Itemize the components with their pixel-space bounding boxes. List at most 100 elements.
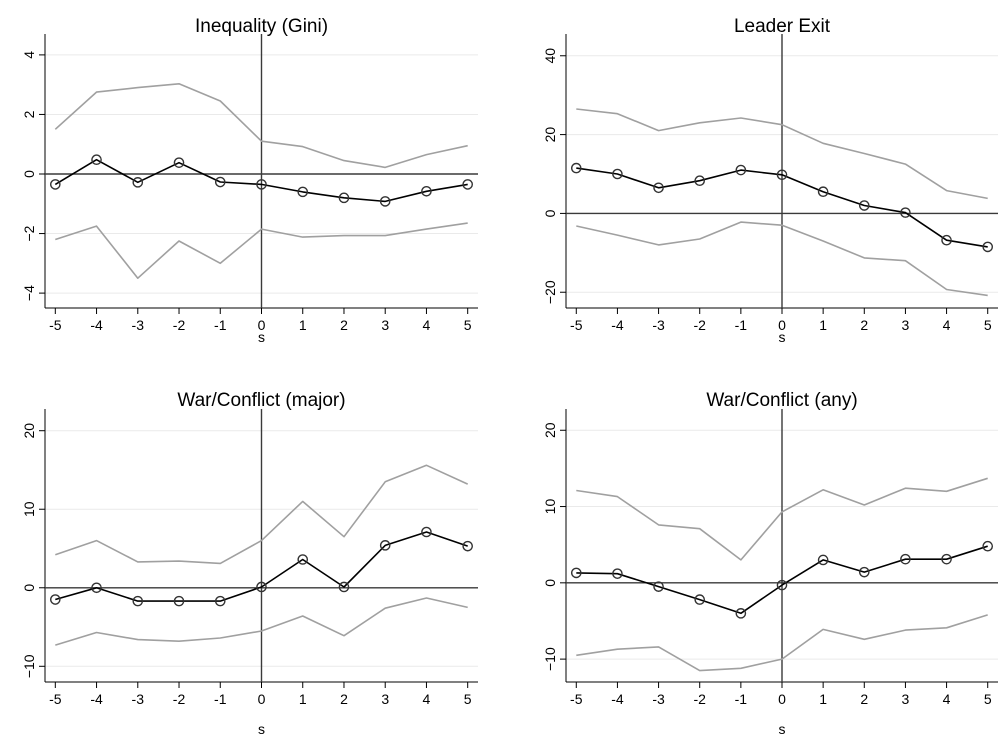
x-tick-label: 3 <box>381 317 389 333</box>
data-point <box>91 582 102 594</box>
data-point <box>132 595 144 607</box>
panel-2: Leader Exit −20 0 20 40 -5 -4 -3 -2 -1 0 1 2 3 4 5 s <box>542 16 998 345</box>
data-point <box>694 175 706 186</box>
chart-title: Leader Exit <box>734 16 831 37</box>
x-tick-label: -4 <box>611 317 624 333</box>
data-point <box>297 186 309 198</box>
x-tick-label: -3 <box>132 317 145 333</box>
series-line-upper <box>576 477 988 561</box>
y-tick-label: 0 <box>542 209 558 217</box>
x-axis-label: s <box>258 721 265 737</box>
series-line-estimate <box>576 545 988 615</box>
chart-title: War/Conflict (any) <box>706 390 857 411</box>
x-tick-label: 1 <box>819 691 827 707</box>
data-point <box>941 553 952 565</box>
y-tick-label: 10 <box>21 501 37 517</box>
data-point <box>462 540 473 552</box>
x-axis-label: s <box>779 329 786 345</box>
y-tick-label: 0 <box>542 579 558 587</box>
x-tick-label: -1 <box>214 317 227 333</box>
data-point <box>214 176 226 188</box>
data-point <box>858 200 870 211</box>
panel-3: War/Conflict (major) −10 0 10 20 -5 -4 -3 -2 -1 0 1… <box>21 390 478 737</box>
data-point <box>694 594 706 605</box>
x-tick-label: -5 <box>49 317 62 333</box>
x-tick-label: -3 <box>652 691 665 707</box>
data-point <box>900 207 911 218</box>
x-tick-label: 0 <box>778 691 786 707</box>
data-point <box>982 241 994 253</box>
x-tick-label: -1 <box>735 691 748 707</box>
y-tick-label: 20 <box>542 127 558 143</box>
data-point <box>941 234 952 246</box>
data-point <box>338 192 350 204</box>
y-tick-label: 0 <box>21 584 37 592</box>
y-tick-label: 4 <box>21 51 37 59</box>
data-point <box>50 179 61 190</box>
x-tick-label: -1 <box>214 691 227 707</box>
data-point <box>214 595 226 607</box>
data-point <box>421 526 432 538</box>
data-point <box>612 168 623 180</box>
x-tick-label: 5 <box>464 317 472 333</box>
x-tick-label: -4 <box>90 691 103 707</box>
x-tick-label: 2 <box>860 691 868 707</box>
data-point <box>462 179 473 190</box>
data-point <box>817 186 829 198</box>
y-tick-label: 20 <box>542 422 558 438</box>
data-point <box>570 567 582 579</box>
data-point <box>776 169 788 181</box>
data-point <box>379 196 391 207</box>
data-point <box>256 581 267 593</box>
x-tick-label: -2 <box>173 317 186 333</box>
x-tick-label: -5 <box>49 691 62 707</box>
x-tick-label: 1 <box>299 317 307 333</box>
panel-4: War/Conflict (any) −10 0 10 20 -5 -4 -3 -2 -1 0 1 2 3… <box>542 390 998 737</box>
x-tick-label: 1 <box>299 691 307 707</box>
x-tick-label: -4 <box>611 691 624 707</box>
x-tick-label: 5 <box>984 691 992 707</box>
y-tick-label: 40 <box>542 48 558 64</box>
series-line-lower <box>55 597 468 646</box>
series-line-lower <box>576 221 988 297</box>
data-point <box>379 540 391 551</box>
series-line-upper <box>54 83 468 169</box>
data-point <box>570 162 582 174</box>
y-tick-label: −10 <box>542 647 558 671</box>
x-tick-label: -1 <box>735 317 748 333</box>
x-tick-label: 3 <box>902 691 910 707</box>
panel-1: Inequality (Gini) −4 −2 0 2 4 -5 -4 -3 -2 -1 0 1 2 3 4 5… <box>21 16 478 345</box>
series-line-estimate <box>54 158 468 203</box>
x-tick-label: -5 <box>570 691 583 707</box>
data-point <box>858 566 870 578</box>
x-tick-label: -2 <box>693 691 706 707</box>
y-tick-label: 10 <box>542 499 558 515</box>
x-tick-label: 5 <box>464 691 472 707</box>
x-tick-label: -3 <box>652 317 665 333</box>
data-point <box>776 579 788 591</box>
chart-title: War/Conflict (major) <box>177 390 345 411</box>
y-tick-label: −20 <box>542 280 558 304</box>
data-point <box>338 581 350 593</box>
x-tick-label: 0 <box>778 317 786 333</box>
chart-title: Inequality (Gini) <box>195 16 328 37</box>
x-axis-label: s <box>779 721 786 737</box>
data-point <box>817 554 829 566</box>
series-line-upper <box>55 464 469 565</box>
data-point <box>173 157 185 168</box>
x-tick-label: 1 <box>819 317 827 333</box>
data-point <box>612 568 623 579</box>
x-tick-label: 3 <box>902 317 910 333</box>
x-tick-label: 4 <box>423 691 431 707</box>
data-point <box>735 164 747 176</box>
x-tick-label: -4 <box>90 317 103 333</box>
data-point <box>653 182 664 194</box>
y-tick-label: 0 <box>21 170 37 178</box>
x-tick-label: 0 <box>258 317 266 333</box>
y-tick-label: −2 <box>21 225 37 241</box>
x-tick-label: 3 <box>381 691 389 707</box>
data-point <box>297 554 309 565</box>
data-point <box>173 595 185 607</box>
x-tick-label: -2 <box>693 317 706 333</box>
